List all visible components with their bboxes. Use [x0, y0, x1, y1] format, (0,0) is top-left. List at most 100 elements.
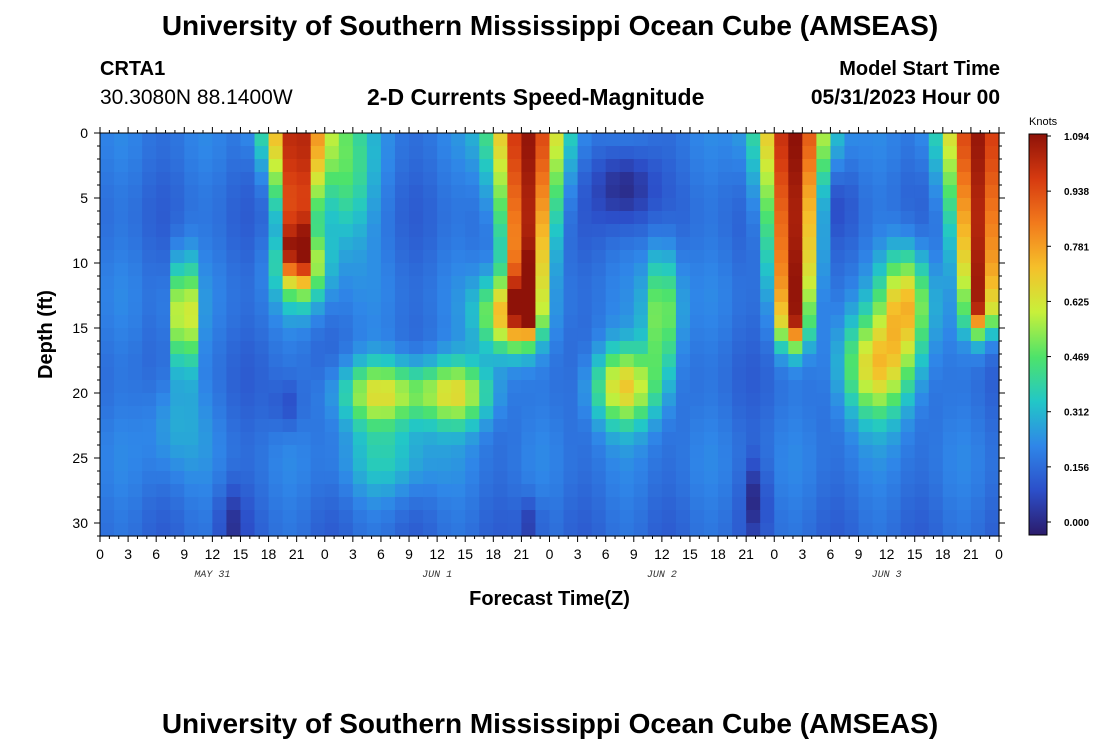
- heatmap-cell: [816, 276, 832, 290]
- heatmap-cell: [282, 328, 298, 342]
- heatmap-cell: [746, 133, 761, 147]
- heatmap-cell: [661, 302, 677, 316]
- heatmap-cell: [100, 289, 115, 303]
- heatmap-cell: [507, 354, 523, 368]
- heatmap-cell: [212, 432, 228, 446]
- heatmap-cell: [324, 237, 340, 251]
- heatmap-cell: [647, 276, 663, 290]
- heatmap-cell: [521, 146, 537, 160]
- heatmap-cell: [984, 419, 1000, 433]
- heatmap-cell: [535, 523, 551, 537]
- heatmap-cell: [886, 289, 902, 303]
- heatmap-cell: [409, 172, 424, 186]
- heatmap-cell: [802, 367, 817, 381]
- heatmap-cell: [380, 172, 396, 186]
- heatmap-cell: [563, 146, 579, 160]
- heatmap-cell: [156, 211, 171, 225]
- heatmap-cell: [352, 250, 368, 264]
- heatmap-cell: [563, 289, 579, 303]
- heatmap-cell: [142, 263, 157, 277]
- heatmap-cell: [563, 172, 579, 186]
- heatmap-cell: [704, 172, 719, 186]
- heatmap-cell: [394, 224, 410, 238]
- heatmap-cell: [170, 328, 185, 342]
- heatmap-cell: [858, 523, 874, 537]
- heatmap-cell: [704, 393, 719, 407]
- heatmap-cell: [535, 367, 551, 381]
- heatmap-cell: [732, 419, 747, 433]
- heatmap-cell: [128, 133, 143, 147]
- heatmap-cell: [718, 484, 733, 498]
- heatmap-cell: [100, 276, 115, 290]
- heatmap-cell: [380, 393, 396, 407]
- heatmap-cell: [465, 341, 480, 355]
- heatmap-cell: [928, 276, 944, 290]
- model-start-label: Model Start Time: [839, 58, 1000, 80]
- heatmap-cell: [816, 497, 832, 511]
- heatmap-cell: [465, 419, 480, 433]
- heatmap-cell: [774, 510, 789, 524]
- heatmap-cell: [254, 146, 270, 160]
- heatmap-cell: [661, 341, 677, 355]
- heatmap-cell: [493, 133, 508, 147]
- heatmap-cell: [156, 198, 171, 212]
- heatmap-cell: [970, 432, 986, 446]
- heatmap-cell: [900, 198, 916, 212]
- heatmap-cell: [338, 211, 354, 225]
- heatmap-cell: [465, 289, 480, 303]
- heatmap-cell: [563, 406, 579, 420]
- heatmap-cell: [914, 159, 930, 173]
- heatmap-cell: [928, 198, 944, 212]
- heatmap-cell: [240, 445, 256, 459]
- heatmap-cell: [310, 276, 326, 290]
- heatmap-cell: [858, 146, 874, 160]
- heatmap-cell: [212, 406, 228, 420]
- heatmap-cell: [226, 185, 242, 199]
- heatmap-cell: [184, 484, 199, 498]
- heatmap-cell: [844, 497, 860, 511]
- heatmap-cell: [605, 354, 621, 368]
- heatmap-cell: [886, 471, 902, 485]
- heatmap-cell: [914, 419, 930, 433]
- heatmap-cell: [732, 510, 747, 524]
- heatmap-cell: [788, 263, 803, 277]
- heatmap-cell: [675, 237, 691, 251]
- heatmap-cell: [114, 380, 129, 394]
- heatmap-cell: [198, 146, 213, 160]
- heatmap-cell: [296, 146, 312, 160]
- heatmap-cell: [268, 263, 284, 277]
- heatmap-cell: [732, 484, 747, 498]
- heatmap-cell: [170, 224, 185, 238]
- heatmap-cell: [718, 458, 733, 472]
- heatmap-cell: [563, 393, 579, 407]
- heatmap-cell: [844, 276, 860, 290]
- heatmap-cell: [591, 510, 607, 524]
- heatmap-cell: [240, 198, 256, 212]
- heatmap-cell: [858, 406, 874, 420]
- heatmap-cell: [970, 393, 986, 407]
- heatmap-cell: [114, 328, 129, 342]
- heatmap-cell: [746, 497, 761, 511]
- heatmap-cell: [352, 133, 368, 147]
- heatmap-cell: [788, 497, 803, 511]
- heatmap-cell: [633, 315, 649, 329]
- heatmap-cell: [437, 328, 452, 342]
- heatmap-cell: [409, 289, 424, 303]
- heatmap-cell: [212, 354, 228, 368]
- x-tick-label: 3: [574, 546, 582, 562]
- heatmap-cell: [240, 458, 256, 472]
- heatmap-cell: [970, 172, 986, 186]
- heatmap-cell: [858, 302, 874, 316]
- heatmap-cell: [156, 146, 171, 160]
- heatmap-cell: [746, 393, 761, 407]
- heatmap-cell: [324, 133, 340, 147]
- heatmap-cell: [858, 484, 874, 498]
- heatmap-cell: [956, 237, 972, 251]
- heatmap-cell: [212, 146, 228, 160]
- heatmap-cell: [254, 497, 270, 511]
- heatmap-cell: [423, 250, 438, 264]
- heatmap-cell: [872, 263, 888, 277]
- heatmap-cell: [675, 224, 691, 238]
- heatmap-cell: [324, 367, 340, 381]
- heatmap-cell: [465, 406, 480, 420]
